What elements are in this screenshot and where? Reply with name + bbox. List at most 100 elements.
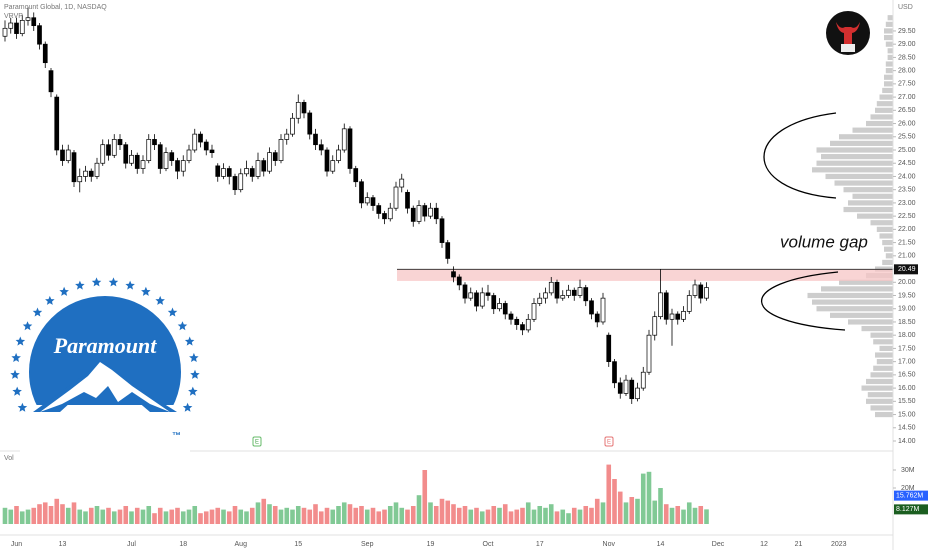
volume-bar bbox=[583, 506, 589, 524]
volume-bar bbox=[451, 504, 456, 524]
volume-bar bbox=[255, 502, 261, 524]
profile-bar bbox=[830, 312, 893, 318]
logo-star bbox=[10, 369, 20, 379]
candle-body bbox=[347, 128, 353, 169]
candle-body bbox=[60, 149, 65, 161]
currency-label: USD bbox=[898, 4, 913, 11]
volume-bar bbox=[548, 504, 554, 524]
y-tick-label: 23.00 bbox=[898, 200, 916, 207]
volume-bar bbox=[485, 509, 491, 524]
volume-bar bbox=[152, 513, 157, 524]
volume-bar bbox=[192, 506, 198, 524]
x-tick-label: 14 bbox=[657, 541, 665, 548]
volume-bar bbox=[382, 509, 387, 524]
volume-tick-label: 20M bbox=[901, 485, 915, 492]
volume-bar bbox=[307, 509, 313, 524]
y-tick-label: 14.00 bbox=[898, 438, 916, 445]
x-tick-label: Jun bbox=[11, 541, 22, 548]
candle-body bbox=[157, 144, 163, 169]
volume-bar bbox=[589, 507, 594, 524]
volume-bar bbox=[445, 500, 451, 524]
profile-bar bbox=[839, 279, 893, 285]
profile-bar bbox=[866, 378, 893, 385]
volume-bar bbox=[324, 507, 330, 524]
profile-bar bbox=[812, 167, 893, 173]
bracket-curve bbox=[763, 112, 837, 199]
y-tick-label: 15.50 bbox=[898, 398, 916, 405]
logo-star bbox=[167, 307, 178, 317]
volume-bar bbox=[640, 473, 646, 524]
profile-bar bbox=[882, 259, 893, 266]
candle-body bbox=[606, 334, 612, 362]
volume-bar bbox=[272, 506, 278, 524]
profile-bar bbox=[870, 220, 893, 226]
y-tick-label: 27.50 bbox=[898, 81, 916, 88]
logo-star bbox=[12, 386, 22, 396]
volume-bar bbox=[37, 504, 42, 524]
profile-bar bbox=[879, 94, 893, 100]
volume-bar bbox=[428, 502, 433, 524]
volume-bar bbox=[681, 509, 686, 524]
x-tick-label: Sep bbox=[361, 541, 374, 548]
candle-body bbox=[508, 313, 514, 320]
candle-body bbox=[382, 213, 387, 220]
volume-bar bbox=[186, 509, 192, 524]
logo-star bbox=[45, 295, 55, 305]
volume-bar bbox=[514, 509, 520, 524]
profile-bar bbox=[873, 339, 893, 345]
x-tick-label: 19 bbox=[427, 541, 435, 548]
candle-body bbox=[186, 149, 192, 161]
volume-bar bbox=[410, 506, 416, 524]
candle-body bbox=[537, 297, 543, 304]
candle-body bbox=[19, 20, 25, 34]
candle-body bbox=[468, 292, 474, 299]
candle-body bbox=[612, 361, 617, 384]
logo-star bbox=[17, 402, 28, 412]
volume-bar bbox=[2, 507, 8, 524]
candle-body bbox=[640, 371, 646, 389]
volume-bar bbox=[140, 509, 146, 524]
profile-bar bbox=[873, 365, 893, 371]
candle-body bbox=[134, 154, 140, 169]
profile-bar bbox=[885, 253, 893, 259]
volume-bar bbox=[629, 497, 635, 524]
profile-bar bbox=[875, 107, 893, 113]
bull-collar bbox=[841, 44, 855, 52]
profile-bar bbox=[866, 398, 893, 404]
volume-bar bbox=[364, 509, 370, 524]
profile-bar bbox=[887, 15, 893, 21]
volume-bar bbox=[221, 509, 226, 524]
candle-body bbox=[42, 43, 48, 64]
annotation: volume gap bbox=[780, 232, 868, 251]
volume-bar bbox=[531, 509, 537, 524]
volume-bar bbox=[577, 509, 583, 524]
volume-bar bbox=[106, 507, 111, 524]
volume-bar bbox=[594, 498, 600, 524]
volume-bar bbox=[347, 504, 353, 524]
profile-bar bbox=[821, 154, 893, 160]
candle-body bbox=[215, 165, 221, 177]
volume-bar bbox=[48, 506, 54, 524]
volume-bar bbox=[318, 511, 324, 524]
profile-bar bbox=[848, 200, 893, 206]
profile-bar bbox=[882, 87, 893, 94]
volume-bar bbox=[341, 502, 347, 524]
volume-bar bbox=[215, 507, 221, 524]
profile-bar bbox=[875, 411, 893, 418]
candle-body bbox=[416, 205, 422, 222]
candle-body bbox=[485, 292, 491, 296]
x-tick-label: 21 bbox=[795, 541, 803, 548]
profile-bar bbox=[857, 213, 893, 219]
volume-bar bbox=[502, 504, 508, 524]
profile-bar bbox=[848, 319, 893, 325]
volume-bar bbox=[267, 504, 272, 524]
profile-bar bbox=[807, 292, 893, 299]
candle-body bbox=[313, 133, 318, 146]
volume-tag-label: 15.762M bbox=[896, 492, 923, 499]
candle-body bbox=[560, 295, 566, 299]
profile-bar bbox=[885, 21, 893, 27]
logo-star bbox=[32, 307, 43, 317]
volume-bar bbox=[399, 507, 405, 524]
volume-tick-label: 30M bbox=[901, 467, 915, 474]
logo-star bbox=[141, 286, 151, 296]
